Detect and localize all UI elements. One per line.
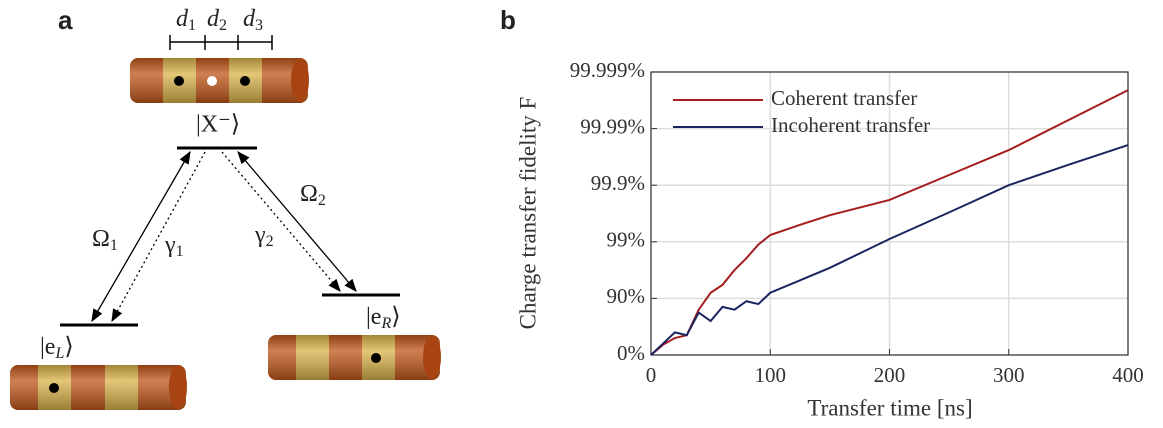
panel-label: b — [500, 5, 516, 35]
y-tick-label: 90% — [607, 284, 646, 308]
ruler — [169, 35, 273, 50]
y-axis-label: Charge transfer fidelity F — [515, 97, 540, 330]
spacing-label: d2 — [207, 6, 227, 34]
spacing-label: d3 — [243, 6, 263, 34]
state-label: |eL⟩ — [40, 334, 74, 362]
y-tick-label: 99.999% — [570, 58, 645, 82]
x-tick-label: 200 — [874, 363, 906, 387]
x-axis-label: Transfer time [ns] — [807, 395, 972, 420]
coupling-label: γ2 — [254, 222, 274, 250]
coupling-label: γ1 — [164, 232, 184, 260]
transitions — [91, 150, 357, 323]
x-tick-label: 400 — [1112, 363, 1144, 387]
x-tick-label: 0 — [646, 363, 657, 387]
x-tick-label: 300 — [993, 363, 1025, 387]
panel-b: b Transfer time [ns] Charge transfer fid… — [500, 5, 1144, 420]
y-tick-label: 99.9% — [591, 171, 645, 195]
x-tick-label: 100 — [755, 363, 787, 387]
data-line — [650, 144, 1129, 356]
panel-a: a d1 d2 d3 |X⁻⟩ |eL⟩ |eR⟩ Ω1 γ1 γ2 Ω2 — [10, 5, 441, 410]
spacing-label: d1 — [176, 6, 196, 34]
y-tick-label: 99% — [607, 228, 646, 252]
panel-label: a — [58, 5, 73, 35]
y-tick-label: 99.99% — [580, 114, 645, 138]
energy-levels — [60, 146, 400, 327]
nanowire — [10, 365, 187, 410]
legend-label: Coherent transfer — [771, 86, 917, 110]
nanowire — [130, 58, 309, 103]
state-label: |X⁻⟩ — [196, 112, 240, 138]
legend-label: Incoherent transfer — [771, 113, 930, 137]
y-tick-label: 0% — [617, 341, 645, 365]
nanowire — [268, 335, 441, 380]
coupling-label: Ω2 — [300, 181, 326, 209]
coupling-label: Ω1 — [92, 226, 118, 254]
plot-frame — [650, 71, 1129, 356]
state-label: |eR⟩ — [366, 304, 401, 332]
